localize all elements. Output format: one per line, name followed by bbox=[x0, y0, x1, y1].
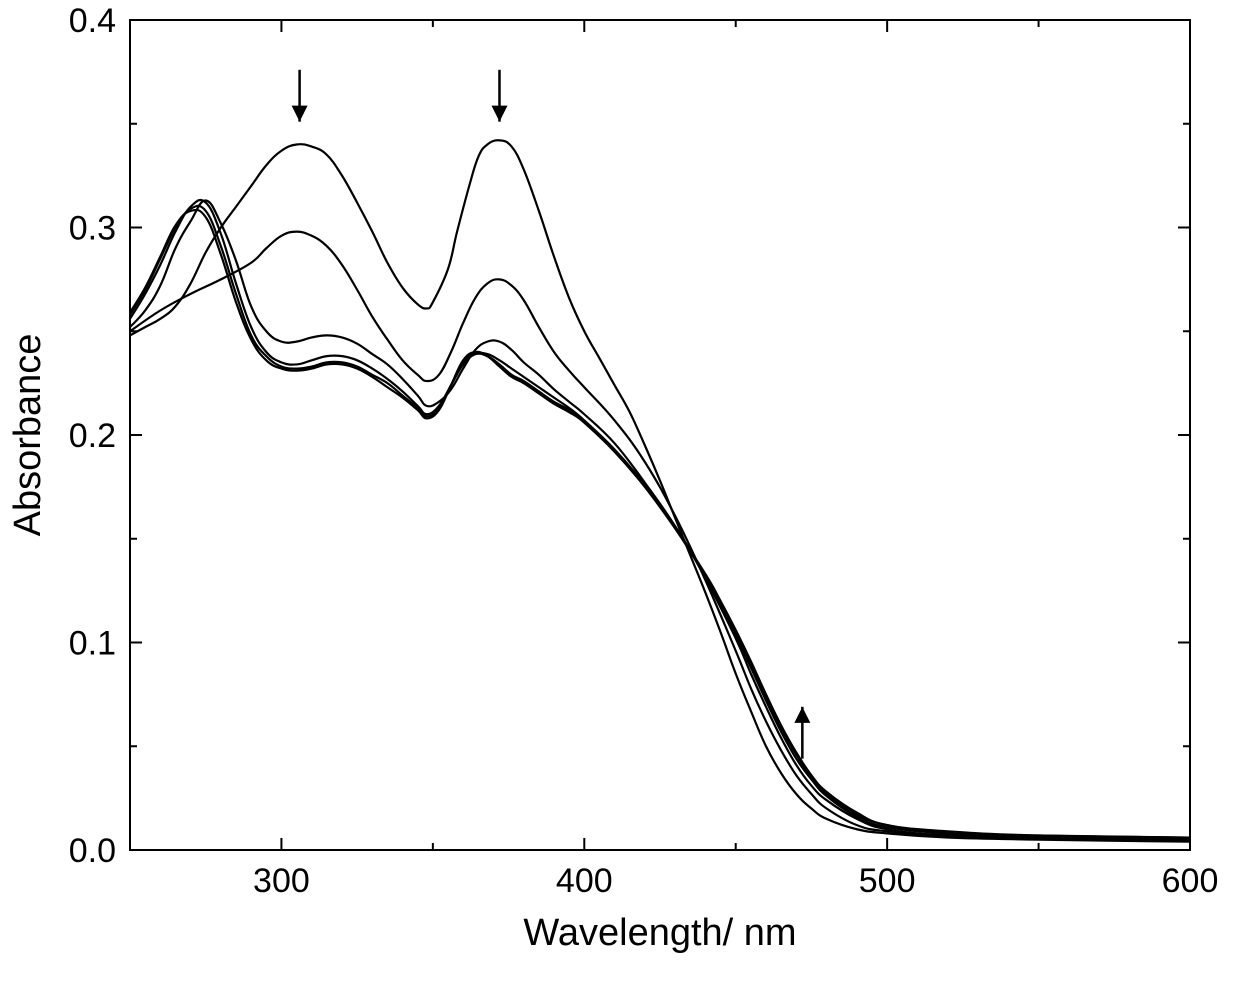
chart-container: 300 400 500 600 Wavelength/ nm 0.0 0.1 0.2 0.3 0.… bbox=[0, 0, 1240, 985]
spectrum-curve-6 bbox=[130, 210, 1190, 838]
absorbance-spectrum-chart: 300 400 500 600 Wavelength/ nm 0.0 0.1 0.2 0.3 0.… bbox=[0, 0, 1240, 985]
x-tick-label: 600 bbox=[1162, 862, 1219, 900]
spectrum-curve-1 bbox=[130, 140, 1190, 841]
spectrum-curve-5 bbox=[130, 206, 1190, 838]
y-tick-label: 0.0 bbox=[69, 832, 116, 870]
x-tick-label: 400 bbox=[556, 862, 613, 900]
y-axis-label: Absorbance bbox=[7, 334, 49, 537]
y-tick-label: 0.3 bbox=[69, 210, 116, 248]
arrow-up-icon bbox=[794, 707, 810, 723]
y-tick-label: 0.1 bbox=[69, 625, 116, 663]
x-axis-label: Wavelength/ nm bbox=[523, 912, 796, 954]
y-tick-label: 0.2 bbox=[69, 417, 116, 455]
x-tick-label: 500 bbox=[859, 862, 916, 900]
arrow-down-icon bbox=[292, 106, 308, 122]
spectrum-curve-4 bbox=[130, 200, 1190, 840]
spectrum-curve-3 bbox=[130, 201, 1190, 840]
y-tick-label: 0.4 bbox=[69, 2, 116, 40]
x-tick-label: 300 bbox=[253, 862, 310, 900]
spectrum-curve-2 bbox=[130, 232, 1190, 840]
arrow-down-icon bbox=[491, 106, 507, 122]
plot-border bbox=[130, 20, 1190, 850]
